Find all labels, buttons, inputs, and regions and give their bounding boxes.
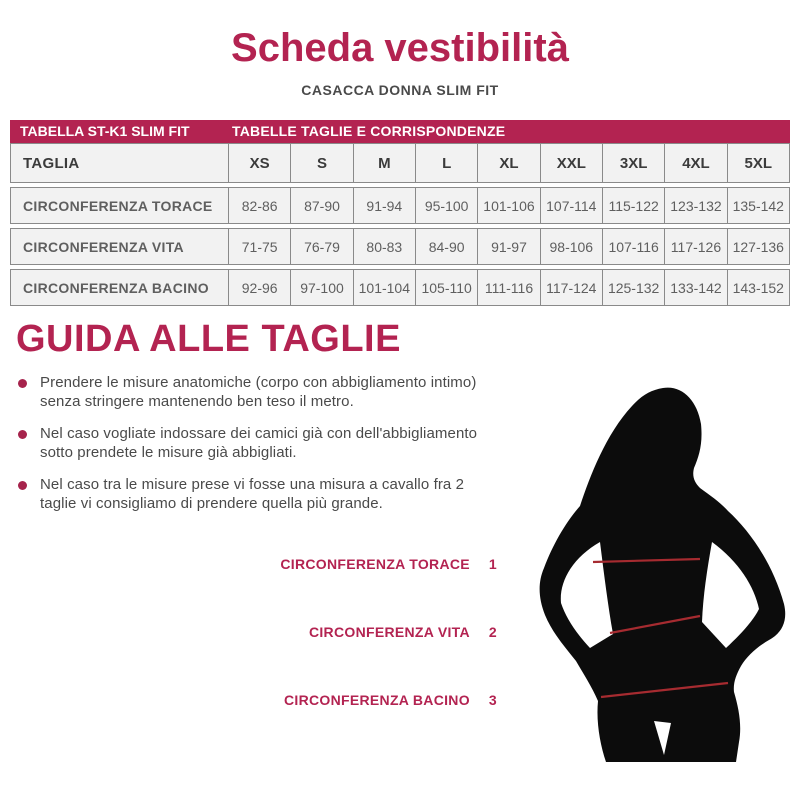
size-header: 4XL (664, 144, 726, 182)
table-cell: 84-90 (414, 229, 477, 264)
table-cell: 98-106 (539, 229, 602, 264)
table-cell: 111-116 (477, 270, 539, 305)
table-cell: 91-94 (352, 188, 415, 223)
table-row-vita: CIRCONFERENZA VITA 71-75 76-79 80-83 84-… (10, 228, 790, 265)
table-row-torace: CIRCONFERENZA TORACE 82-86 87-90 91-94 9… (10, 187, 790, 224)
size-header: S (290, 144, 352, 182)
table-cell: 92-96 (228, 270, 290, 305)
size-header: 3XL (601, 144, 664, 182)
size-header: XL (477, 144, 539, 182)
measurement-label-text: CIRCONFERENZA BACINO (283, 692, 470, 708)
table-cell: 127-136 (726, 229, 789, 264)
table-cell: 117-124 (539, 270, 602, 305)
table-row-sizes: TAGLIA XS S M L XL XXL 3XL 4XL 5XL (10, 143, 790, 183)
measurement-label-text: CIRCONFERENZA TORACE (280, 556, 470, 572)
size-header: L (414, 144, 477, 182)
bullet-text: Prendere le misure anatomiche (corpo con… (40, 374, 477, 410)
crotch-notch (654, 721, 671, 755)
size-header: 5XL (726, 144, 789, 182)
woman-silhouette (539, 387, 786, 762)
table-cell: 123-132 (664, 188, 726, 223)
hip-measure-line (600, 681, 729, 699)
silhouette-body (539, 387, 786, 762)
bullet-dot-icon (18, 430, 27, 439)
row-label: CIRCONFERENZA BACINO (23, 279, 209, 296)
size-header: XXL (539, 144, 602, 182)
table-cell: 105-110 (414, 270, 477, 305)
bullet-text: Nel caso vogliate indossare dei camici g… (40, 425, 478, 461)
table-cell: 101-104 (352, 270, 415, 305)
measurement-number: 1 (488, 556, 497, 572)
measurement-label-bacino: CIRCONFERENZA BACINO 3 (0, 692, 497, 708)
row-label: CIRCONFERENZA VITA (23, 238, 184, 255)
row-label-taglia: TAGLIA (23, 154, 80, 172)
page-title: Scheda vestibilità (231, 26, 569, 70)
bullet-dot-icon (18, 379, 27, 388)
table-cell: 143-152 (726, 270, 789, 305)
table-cell: 115-122 (601, 188, 664, 223)
list-item: Prendere le misure anatomiche (corpo con… (18, 374, 492, 411)
size-table: TABELLA ST-K1 SLIM FIT TABELLE TAGLIE E … (10, 120, 790, 306)
page-subtitle: CASACCA DONNA SLIM FIT (301, 82, 499, 98)
table-cell: 107-114 (539, 188, 602, 223)
list-item: Nel caso tra le misure prese vi fosse un… (18, 476, 492, 513)
table-cell: 82-86 (228, 188, 290, 223)
table-cell: 76-79 (290, 229, 352, 264)
table-cell: 125-132 (601, 270, 664, 305)
size-header: XS (228, 144, 290, 182)
table-cell: 101-106 (477, 188, 539, 223)
measurement-number: 3 (488, 692, 497, 708)
table-cell: 80-83 (352, 229, 415, 264)
bullet-dot-icon (18, 481, 27, 490)
table-cell: 97-100 (290, 270, 352, 305)
table-cell: 71-75 (228, 229, 290, 264)
arm-gap-left (560, 542, 613, 648)
table-cell: 95-100 (414, 188, 477, 223)
measurement-label-torace: CIRCONFERENZA TORACE 1 (0, 556, 497, 572)
table-cell: 133-142 (664, 270, 726, 305)
row-label: CIRCONFERENZA TORACE (23, 197, 213, 214)
table-cell: 135-142 (726, 188, 789, 223)
list-item: Nel caso vogliate indossare dei camici g… (18, 425, 492, 462)
measurement-number: 2 (488, 624, 497, 640)
measurement-label-vita: CIRCONFERENZA VITA 2 (0, 624, 497, 640)
table-cell: 91-97 (477, 229, 539, 264)
table-header-right: TABELLE TAGLIE E CORRISPONDENZE (232, 123, 506, 139)
bullet-text: Nel caso tra le misure prese vi fosse un… (40, 476, 465, 512)
guide-heading: GUIDA ALLE TAGLIE (16, 318, 401, 360)
table-header-bar: TABELLA ST-K1 SLIM FIT TABELLE TAGLIE E … (10, 120, 790, 143)
arm-gap-right (702, 542, 759, 648)
table-row-bacino: CIRCONFERENZA BACINO 92-96 97-100 101-10… (10, 269, 790, 306)
table-cell: 117-126 (664, 229, 726, 264)
size-header: M (352, 144, 415, 182)
table-cell: 87-90 (290, 188, 352, 223)
chest-measure-line (592, 557, 701, 564)
measurement-label-text: CIRCONFERENZA VITA (308, 624, 470, 640)
table-header-left: TABELLA ST-K1 SLIM FIT (20, 123, 190, 139)
waist-measure-line (609, 614, 701, 635)
guide-bullet-list: Prendere le misure anatomiche (corpo con… (18, 374, 492, 527)
table-cell: 107-116 (601, 229, 664, 264)
